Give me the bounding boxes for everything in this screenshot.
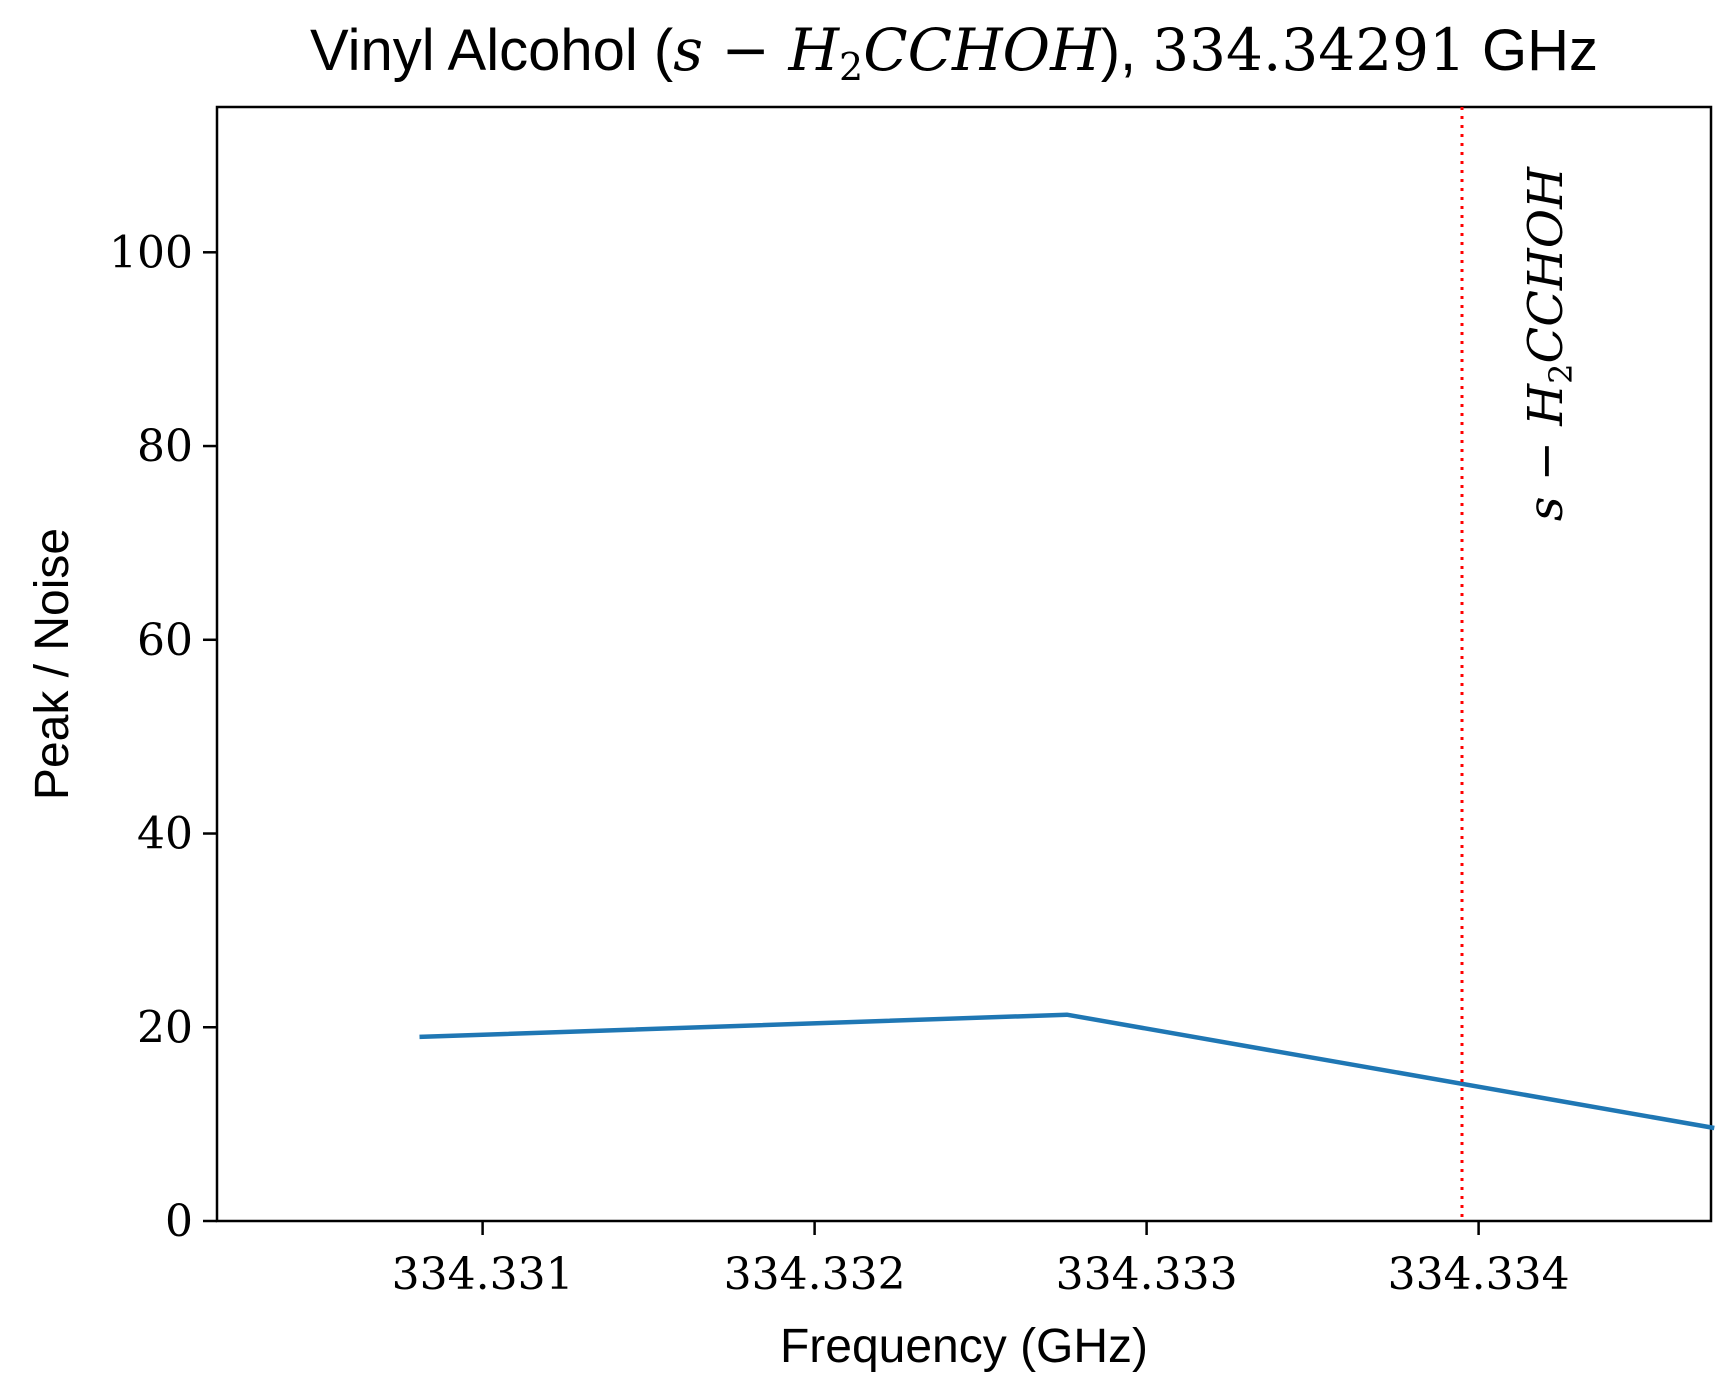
annotation-layer: s − H2CCHOH <box>1460 107 1580 1221</box>
plot-area <box>215 105 1713 1223</box>
x-axis-ticks: 334.331 334.332 334.333 334.334 <box>392 1221 1570 1300</box>
y-tick-label: 40 <box>137 809 193 860</box>
title-frequency: 334.34291 <box>1152 16 1466 84</box>
series-layer <box>419 1012 1715 1131</box>
title-unit: GHz <box>1466 18 1598 83</box>
title-prefix: Vinyl Alcohol ( <box>310 18 673 83</box>
y-axis-label: Peak / Noise <box>26 528 79 800</box>
y-axis-ticks: 0 20 40 60 80 100 <box>109 227 217 1247</box>
x-tick-label: 334.331 <box>392 1249 574 1300</box>
y-tick-label: 0 <box>165 1196 193 1247</box>
title-formula-subscript: 2 <box>839 45 863 89</box>
title-formula-rest: CCHOH <box>863 16 1102 84</box>
y-tick-label: 20 <box>137 1002 193 1053</box>
series-line-0 <box>419 1012 1715 1131</box>
annotation-label-rest: CCHOH <box>1518 166 1574 364</box>
title-separator: , <box>1120 18 1152 83</box>
title-formula: s − H <box>673 16 840 84</box>
y-tick-label: 100 <box>109 227 193 278</box>
annotation-label-subscript: 2 <box>1542 364 1580 384</box>
x-tick-label: 334.334 <box>1388 1249 1570 1300</box>
title-close: ) <box>1101 18 1120 83</box>
x-axis-label: Frequency (GHz) <box>780 1320 1148 1373</box>
y-tick-label: 80 <box>137 421 193 472</box>
annotation-label-main: s − H <box>1518 383 1574 521</box>
y-tick-label: 60 <box>137 615 193 666</box>
x-tick-label: 334.332 <box>724 1249 906 1300</box>
annotation-label: s − H2CCHOH <box>1518 166 1580 521</box>
chart-title: Vinyl Alcohol (s − H2CCHOH), 334.34291 G… <box>310 16 1598 89</box>
x-tick-label: 334.333 <box>1056 1249 1238 1300</box>
